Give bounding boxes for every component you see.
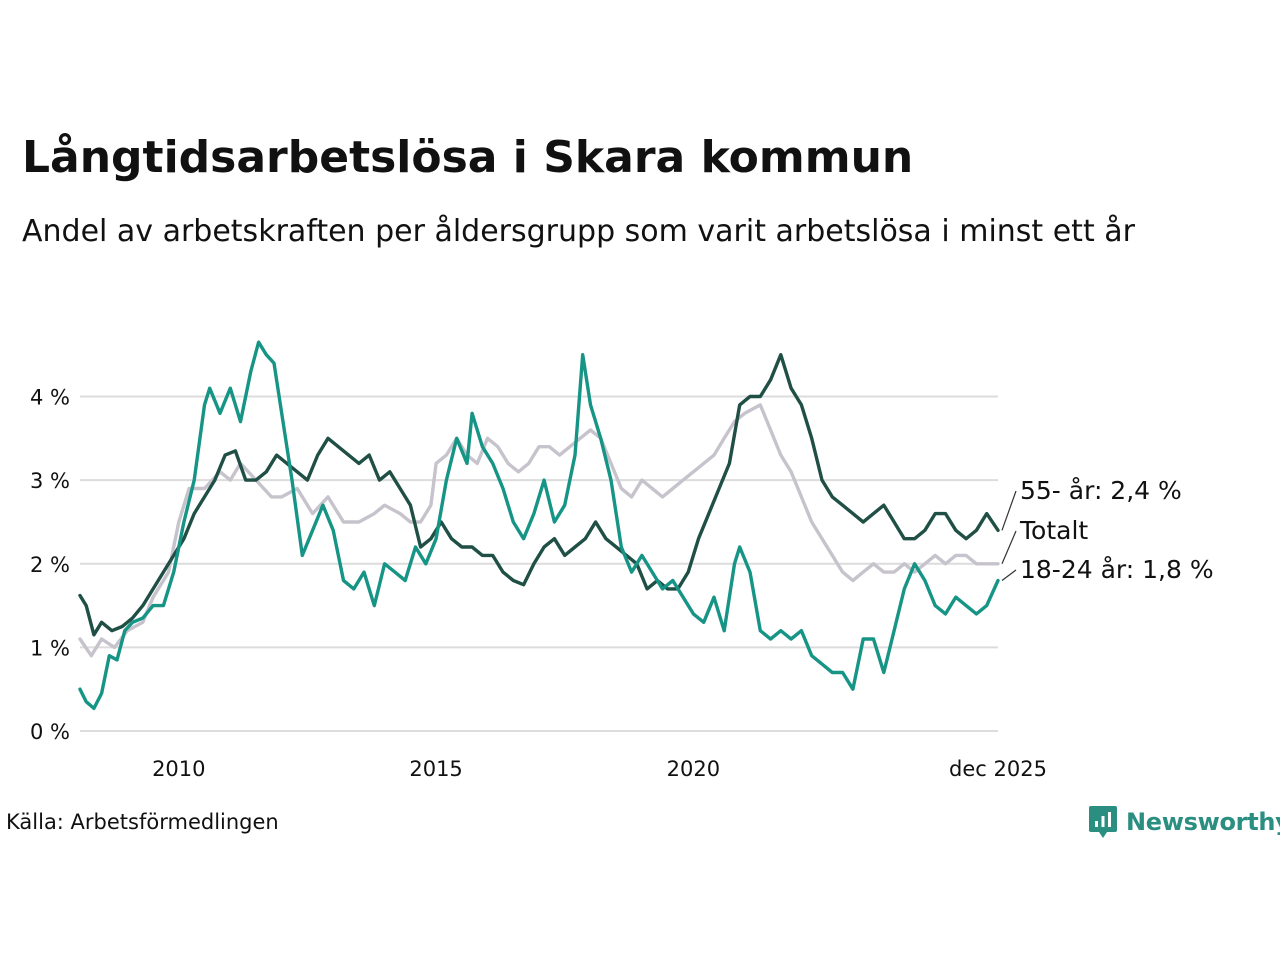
end-label-leader xyxy=(1001,530,1017,565)
x-tick-label: dec 2025 xyxy=(949,757,1047,781)
x-axis-ticks: 2010 2015 2020 dec 2025 xyxy=(152,757,1047,781)
series-line-age_18_24 xyxy=(78,340,1000,711)
x-tick-label: 2020 xyxy=(667,757,720,781)
chart-title: Långtidsarbetslösa i Skara kommun xyxy=(22,132,914,183)
brand-link[interactable]: Newsworthy xyxy=(1088,804,1280,840)
end-label-total: Totalt xyxy=(1019,516,1088,545)
series-line-total xyxy=(78,403,1000,658)
y-tick-label: 4 % xyxy=(30,386,70,410)
series-end-labels: Totalt 55- år: 2,4 % 18-24 år: 1,8 % xyxy=(1001,476,1214,584)
y-tick-label: 1 % xyxy=(30,636,70,660)
end-label-age_55: 55- år: 2,4 % xyxy=(1020,476,1182,505)
source-note: Källa: Arbetsförmedlingen xyxy=(6,810,279,834)
y-tick-label: 2 % xyxy=(30,553,70,577)
y-tick-label: 3 % xyxy=(30,469,70,493)
newsworthy-logo-icon xyxy=(1089,806,1117,838)
x-tick-label: 2010 xyxy=(152,757,205,781)
series-line-age_55 xyxy=(78,353,1000,637)
x-tick-label: 2015 xyxy=(409,757,462,781)
end-label-age_18_24: 18-24 år: 1,8 % xyxy=(1020,555,1214,584)
y-tick-label: 0 % xyxy=(30,720,70,744)
end-label-leader xyxy=(1001,490,1017,531)
series-lines xyxy=(78,340,1000,711)
chart-subtitle: Andel av arbetskraften per åldersgrupp s… xyxy=(22,214,1135,249)
brand-name: Newsworthy xyxy=(1126,808,1280,836)
end-label-leader xyxy=(1001,569,1017,581)
y-axis-ticks: 0 % 1 % 2 % 3 % 4 % xyxy=(30,386,70,744)
